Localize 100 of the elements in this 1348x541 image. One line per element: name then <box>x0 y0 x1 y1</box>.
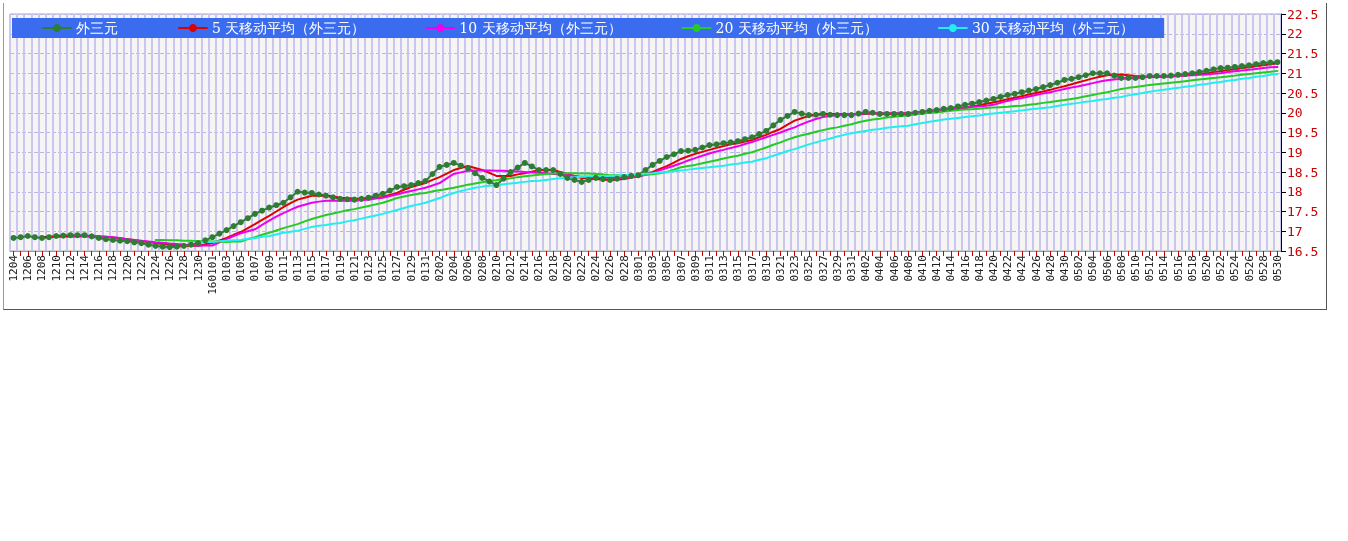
y-tick-label: 19 <box>1287 144 1303 160</box>
legend-label: 20 天移动平均（外三元） <box>715 20 878 36</box>
x-tick-label: 0210 <box>489 255 503 282</box>
x-tick-label: 0518 <box>1185 255 1199 282</box>
x-tick-label: 1210 <box>49 255 63 282</box>
x-tick-label: 0117 <box>319 255 333 282</box>
x-tick-label: 1216 <box>92 255 106 282</box>
x-tick-label: 0510 <box>1128 255 1142 282</box>
x-tick-label: 0307 <box>674 255 688 282</box>
x-tick-label: 0127 <box>390 255 404 282</box>
x-tick-label: 1224 <box>149 254 163 282</box>
x-tick-label: 1220 <box>120 255 134 282</box>
x-tick-label: 0418 <box>972 255 986 282</box>
x-tick-label: 0119 <box>333 255 347 282</box>
x-tick-label: 0528 <box>1256 255 1270 282</box>
x-tick-label: 0301 <box>631 255 645 282</box>
x-tick-label: 0502 <box>1072 255 1086 282</box>
x-tick-label: 0506 <box>1100 255 1114 282</box>
x-tick-label: 0319 <box>759 255 773 282</box>
legend-label: 30 天移动平均（外三元） <box>971 20 1135 36</box>
y-tick-label: 22 <box>1287 26 1303 42</box>
x-tick-label: 0212 <box>504 255 518 282</box>
x-tick-label: 0321 <box>773 255 787 282</box>
x-tick-label: 0305 <box>660 255 674 282</box>
x-tick-label: 0424 <box>1015 254 1029 282</box>
x-tick-label: 0129 <box>404 255 418 282</box>
x-tick-label: 0412 <box>930 255 944 282</box>
x-tick-label: 0214 <box>518 254 532 282</box>
x-tick-label: 0408 <box>901 255 915 282</box>
x-tick-label: 0107 <box>248 255 262 282</box>
x-tick-label: 0206 <box>461 255 475 282</box>
x-tick-label: 0226 <box>603 255 617 282</box>
x-tick-label: 160101 <box>205 255 219 295</box>
x-tick-label: 0121 <box>347 255 361 282</box>
x-tick-label: 0222 <box>575 255 589 282</box>
y-tick-label: 18 <box>1287 184 1303 200</box>
x-tick-label: 0216 <box>532 255 546 282</box>
x-tick-label: 0522 <box>1214 255 1228 282</box>
x-tick-label: 0416 <box>958 255 972 282</box>
x-tick-label: 0504 <box>1086 254 1100 282</box>
x-tick-label: 0125 <box>376 255 390 282</box>
y-tick-label: 17 <box>1287 223 1303 239</box>
x-tick-label: 0105 <box>234 255 248 282</box>
legend-label: 10 天移动平均（外三元） <box>459 20 622 36</box>
x-tick-label: 0131 <box>418 255 432 282</box>
x-tick-label: 1218 <box>106 255 120 282</box>
x-tick-label: 0204 <box>447 254 461 282</box>
x-tick-label: 0323 <box>788 255 802 282</box>
x-tick-label: 0315 <box>731 255 745 282</box>
x-tick-label: 0329 <box>830 255 844 282</box>
x-tick-label: 0325 <box>802 255 816 282</box>
x-tick-label: 0111 <box>276 255 290 282</box>
x-tick-label: 0220 <box>560 255 574 282</box>
x-tick-label: 0327 <box>816 255 830 282</box>
x-tick-label: 0508 <box>1114 255 1128 282</box>
x-tick-label: 0115 <box>305 255 319 282</box>
y-tick-label: 16.5 <box>1287 243 1319 259</box>
x-tick-label: 0303 <box>646 255 660 282</box>
y-tick-label: 22.5 <box>1287 6 1319 22</box>
x-tick-label: 0530 <box>1270 255 1284 282</box>
x-tick-label: 0512 <box>1143 255 1157 282</box>
x-tick-label: 0406 <box>887 255 901 282</box>
x-tick-label: 0313 <box>717 255 731 282</box>
x-tick-label: 0123 <box>362 255 376 282</box>
x-tick-label: 0224 <box>589 254 603 282</box>
x-tick-label: 0113 <box>291 255 305 282</box>
legend-label: 5 天移动平均（外三元） <box>212 20 366 36</box>
x-tick-label: 1228 <box>177 255 191 282</box>
x-tick-label: 1226 <box>163 255 177 282</box>
x-tick-label: 1208 <box>35 255 49 282</box>
x-tick-label: 0309 <box>688 255 702 282</box>
x-tick-label: 0109 <box>262 255 276 282</box>
y-tick-label: 21 <box>1287 65 1303 81</box>
x-tick-label: 0208 <box>475 255 489 282</box>
y-tick-label: 17.5 <box>1287 204 1319 219</box>
x-tick-label: 0526 <box>1242 255 1256 282</box>
legend-label: 外三元 <box>76 20 118 36</box>
x-tick-label: 0422 <box>1001 255 1015 282</box>
x-tick-label: 0414 <box>944 254 958 282</box>
y-tick-label: 20.5 <box>1287 85 1319 101</box>
y-tick-label: 21.5 <box>1287 46 1319 61</box>
x-tick-label: 0402 <box>859 255 873 282</box>
x-tick-label: 1212 <box>63 255 77 282</box>
x-tick-label: 0317 <box>745 255 759 282</box>
x-tick-label: 0516 <box>1171 255 1185 282</box>
x-tick-label: 1214 <box>78 254 92 282</box>
x-tick-label: 0311 <box>702 255 716 282</box>
x-tick-label: 0520 <box>1199 255 1213 282</box>
x-tick-label: 1206 <box>21 255 35 282</box>
x-tick-label: 0404 <box>873 254 887 282</box>
y-tick-label: 19.5 <box>1287 125 1319 140</box>
y-tick-label: 18.5 <box>1287 164 1319 180</box>
y-tick-label: 20 <box>1287 105 1303 121</box>
x-tick-label: 0430 <box>1057 255 1071 282</box>
x-tick-label: 0426 <box>1029 255 1043 282</box>
x-tick-label: 0420 <box>986 255 1000 282</box>
x-tick-label: 0228 <box>617 255 631 282</box>
x-tick-label: 1230 <box>191 255 205 282</box>
x-tick-label: 0218 <box>546 255 560 282</box>
x-tick-label: 0331 <box>844 255 858 282</box>
